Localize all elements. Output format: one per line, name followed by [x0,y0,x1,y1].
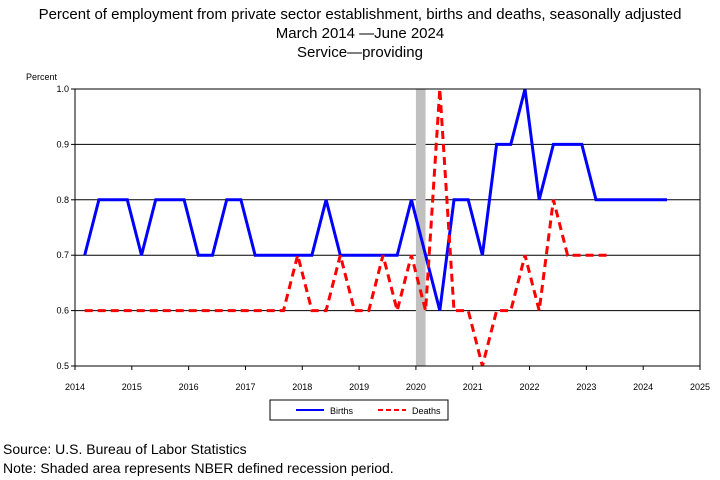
chart-title: Percent of employment from private secto… [38,6,682,23]
y-tick-label: 0.6 [56,306,69,316]
y-tick-label: 0.9 [56,139,69,149]
x-tick-label: 2023 [576,382,596,392]
legend-label-deaths: Deaths [412,406,441,416]
chart-subtitle-date-range: March 2014 —June 2024 [275,25,445,42]
legend-label-births: Births [330,406,354,416]
legend-box [269,399,449,421]
x-tick-label: 2022 [520,382,540,392]
y-tick-label: 0.8 [56,195,69,205]
recession-band [415,89,426,366]
x-tick-label: 2018 [292,382,312,392]
legend: Births Deaths [269,399,449,421]
x-tick-label: 2014 [65,382,85,392]
x-tick-label: 2015 [122,382,142,392]
y-tick-label: 0.5 [56,361,69,371]
x-tick-label: 2019 [349,382,369,392]
y-axis-label: Percent [26,72,58,82]
x-tick-label: 2025 [690,382,710,392]
x-tick-label: 2020 [406,382,426,392]
x-tick-label: 2017 [235,382,255,392]
x-tick-label: 2016 [179,382,199,392]
x-tick-label: 2021 [463,382,483,392]
y-tick-label: 1.0 [56,84,69,94]
x-tick-label: 2024 [633,382,653,392]
series-line-deaths [84,88,611,367]
series-line-births [83,88,667,311]
y-tick-label: 0.7 [56,250,69,260]
plot-area-frame [74,88,701,367]
chart-subtitle-sector: Service—providing [297,44,423,61]
line-chart: Percent 0.5 0.6 0.7 0.8 0.9 1.0 2014 2015 2016 20… [26,72,710,421]
recession-note: Note: Shaded area represents NBER define… [3,460,394,476]
source-note: Source: U.S. Bureau of Labor Statistics [3,441,247,457]
